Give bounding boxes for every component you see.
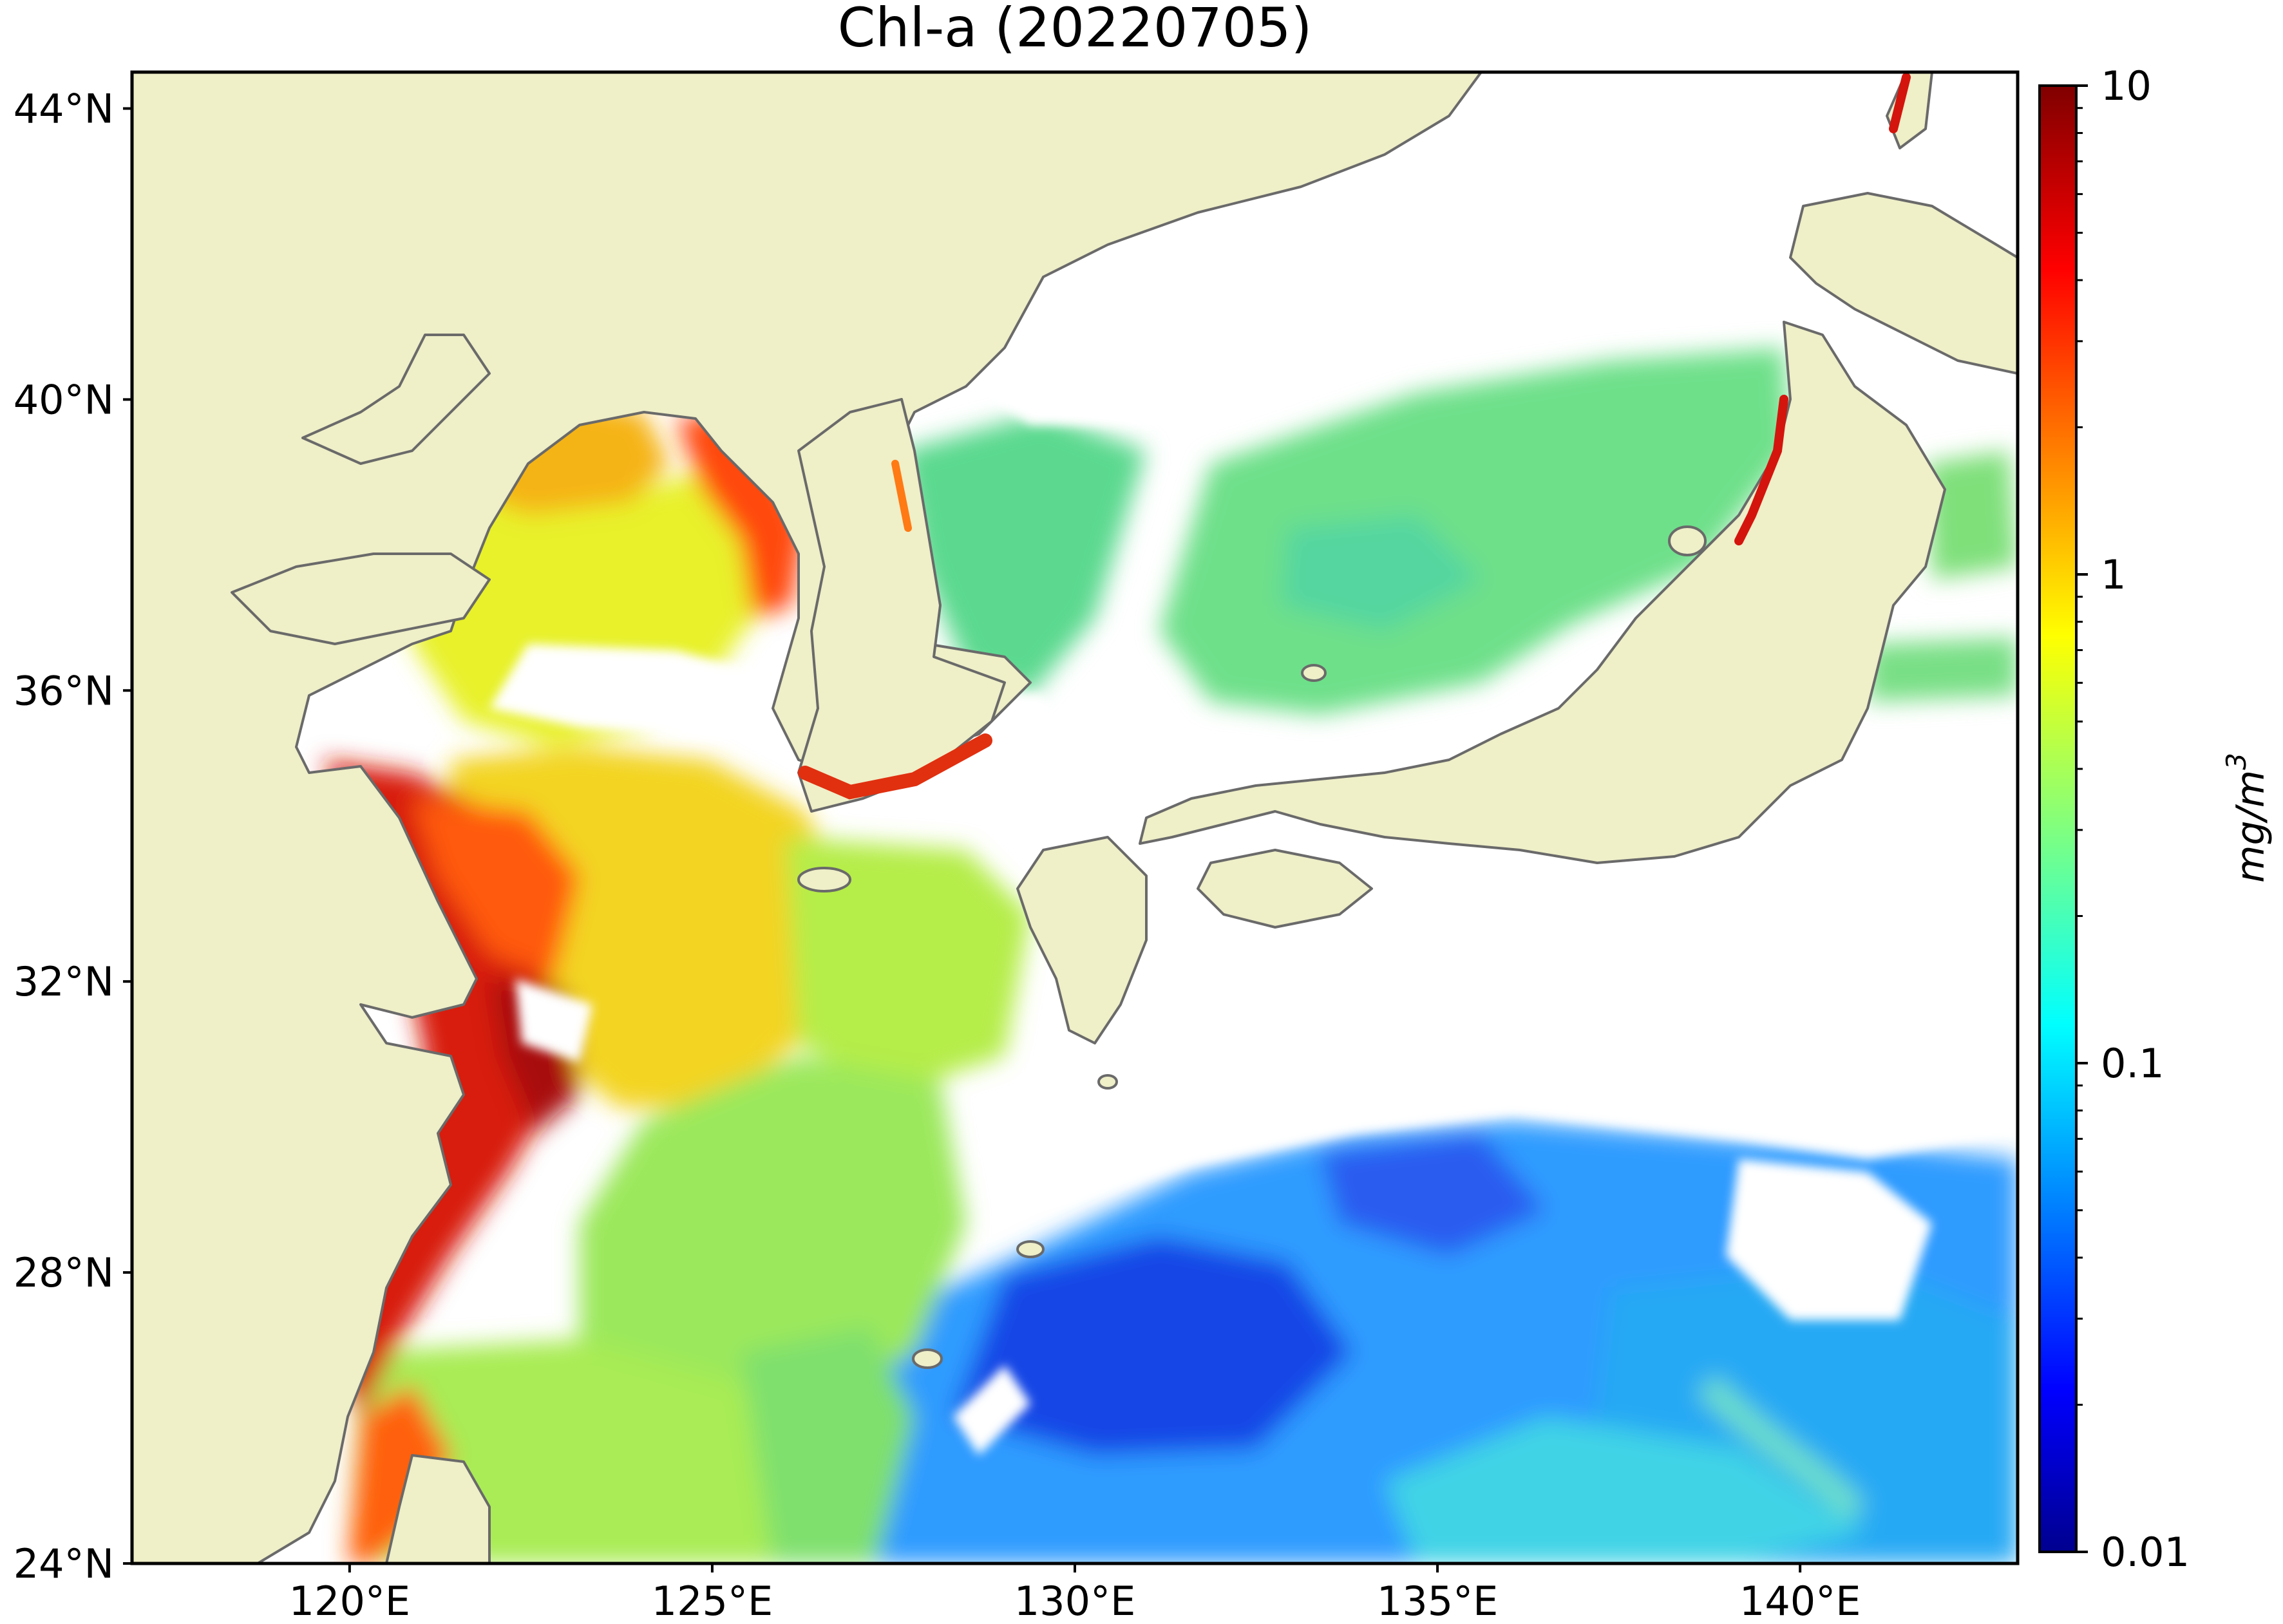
svg-text:mg/m3: mg/m3	[2221, 753, 2273, 883]
taiwan	[385, 1454, 491, 1563]
colorbar-unit-label: mg/m3	[2221, 753, 2273, 883]
cloud-patches	[489, 129, 2018, 1455]
asia-mainland	[132, 72, 1483, 1563]
amami-island	[1016, 1240, 1045, 1258]
unit-superscript: 3	[2221, 753, 2252, 770]
lat-tick-label: 40°N	[14, 376, 114, 423]
colorbar-tick-label: 10	[2101, 62, 2152, 109]
kyushu	[1016, 836, 1148, 1044]
lon-tick-label: 125°E	[652, 1578, 773, 1624]
coastal-blooms	[798, 73, 1911, 800]
land	[132, 72, 2018, 1563]
lat-tick-label: 32°N	[14, 958, 114, 1005]
lat-tick-label: 28°N	[14, 1249, 114, 1296]
colorbar-tick-label: 1	[2101, 551, 2126, 598]
okinawa-island	[912, 1348, 943, 1369]
korean-peninsula	[797, 398, 1006, 813]
tanegashima-island	[1097, 1074, 1118, 1090]
map-panel	[132, 72, 2018, 1563]
jeju-island	[797, 867, 851, 892]
colorbar-tick-label: 0.01	[2101, 1529, 2190, 1576]
shikoku	[1197, 849, 1373, 929]
colorbar-axis: 10 1 0.1 0.01	[2076, 62, 2190, 1576]
oki-island	[1301, 664, 1327, 682]
lon-tick-label: 130°E	[1014, 1578, 1136, 1624]
shandong-peninsula	[231, 552, 491, 645]
sado-island	[1668, 525, 1707, 556]
lat-tick-label: 44°N	[14, 85, 114, 132]
lat-tick-label: 24°N	[14, 1540, 114, 1587]
hokkaido	[1789, 192, 2018, 375]
lon-tick-label: 120°E	[289, 1578, 411, 1624]
chart-title: Chl-a (20220705)	[838, 0, 1312, 59]
colorbar-frame	[2038, 84, 2078, 1553]
latitude-axis: 44°N 40°N 36°N 32°N 28°N 24°N	[14, 85, 132, 1587]
longitude-axis: 120°E 125°E 130°E 135°E 140°E	[289, 1563, 1861, 1624]
unit-text: mg/m	[2228, 770, 2273, 883]
colorbar-tick-label: 0.1	[2101, 1040, 2165, 1087]
honshu	[1139, 321, 1946, 864]
liaodong-peninsula	[301, 334, 491, 465]
lon-tick-label: 140°E	[1739, 1578, 1861, 1624]
lat-tick-label: 36°N	[14, 667, 114, 714]
colorbar-gradient	[2040, 86, 2076, 1552]
lon-tick-label: 135°E	[1377, 1578, 1499, 1624]
